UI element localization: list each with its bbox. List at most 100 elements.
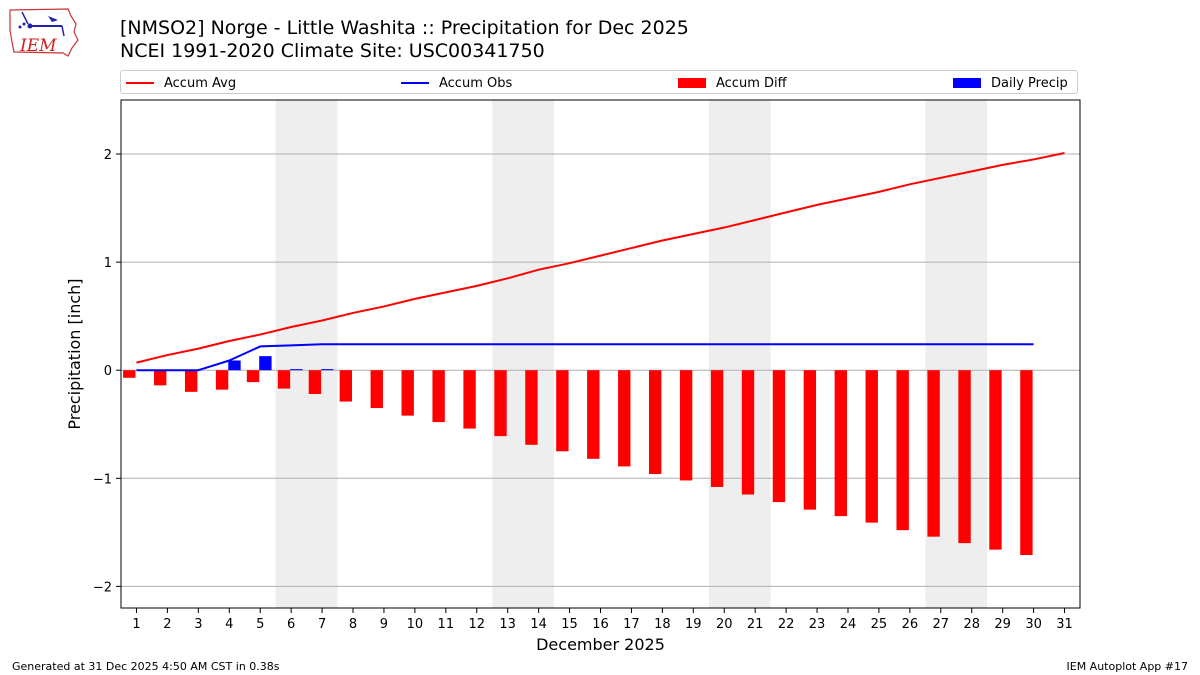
accum-diff-bar [154, 370, 167, 386]
legend-label: Accum Avg [164, 75, 237, 91]
accum-diff-bar [710, 370, 724, 487]
legend-label: Daily Precip [991, 75, 1068, 91]
accum-diff-bar [401, 370, 414, 416]
x-tick-label: 5 [256, 617, 264, 632]
y-tick-label: 0 [104, 364, 112, 379]
accum-diff-bar [277, 370, 291, 389]
legend-item-accum-obs: Accum Obs [401, 74, 512, 92]
accum-diff-bar [772, 370, 786, 503]
accum-diff-bar [432, 370, 445, 423]
accum-diff-bar [896, 370, 909, 531]
accum-obs-line [136, 343, 1034, 372]
x-tick-label: 16 [592, 617, 609, 632]
y-axis-label: Precipitation [inch] [65, 278, 84, 429]
x-tick-label: 24 [840, 617, 857, 632]
legend-swatch [126, 82, 154, 84]
x-tick-label: 27 [933, 617, 950, 632]
x-tick-label: 2 [163, 617, 171, 632]
accum-diff-bar [587, 370, 600, 459]
x-axis-label: December 2025 [536, 635, 665, 654]
accum-diff-bar [834, 370, 847, 517]
y-tick-label: −1 [93, 472, 112, 487]
chart-subtitle: NCEI 1991-2020 Climate Site: USC00341750 [120, 40, 545, 62]
x-tick-label: 17 [623, 617, 640, 632]
daily-precip-bar [321, 369, 334, 371]
x-tick-label: 26 [902, 617, 919, 632]
x-tick-label: 12 [468, 617, 485, 632]
lines [136, 151, 1065, 372]
legend-swatch [953, 78, 981, 88]
accum-diff-bar [123, 370, 136, 378]
accum-diff-bar [618, 370, 631, 467]
y-tick-label: 2 [104, 148, 112, 163]
x-tick-label: 18 [654, 617, 671, 632]
weekend-shade [275, 100, 338, 608]
x-tick-label: 11 [438, 617, 455, 632]
accum-avg-line [136, 151, 1065, 364]
accum-diff-bar [308, 370, 322, 394]
accum-diff-bar [958, 370, 971, 544]
accum-diff-bar [1020, 370, 1033, 556]
x-tick-label: 4 [225, 617, 233, 632]
accum-diff-bar [803, 370, 817, 510]
accum-diff-bar [215, 370, 229, 390]
x-axis-ticks: 1 2 3 4 5 6 7 8 9 10 11 12 13 14 15 16 17 18 19 20 21 22 23 24 2… [132, 608, 1073, 632]
daily-precip-bar [290, 369, 303, 371]
x-tick-label: 6 [287, 617, 295, 632]
x-tick-label: 3 [194, 617, 202, 632]
footer-app-text: IEM Autoplot App #17 [1066, 660, 1189, 673]
x-tick-label: 28 [963, 617, 980, 632]
legend-item-accum-diff: Accum Diff [678, 74, 787, 92]
x-tick-label: 21 [747, 617, 764, 632]
x-tick-label: 19 [685, 617, 702, 632]
x-tick-label: 8 [349, 617, 357, 632]
legend-label: Accum Obs [439, 75, 513, 91]
y-axis-ticks: −2 −1 0 1 2 [93, 148, 121, 595]
accum-diff-bar [927, 370, 940, 537]
y-tick-label: 1 [104, 256, 112, 271]
weekend-shade [708, 100, 771, 608]
daily-precip-bar [259, 356, 272, 371]
accum-diff-bar [556, 370, 569, 452]
x-tick-label: 15 [561, 617, 578, 632]
weekend-shading [275, 100, 988, 608]
weekend-shade [492, 100, 555, 608]
gridlines [121, 153, 1080, 587]
bars [123, 356, 1033, 556]
accum-diff-bar [339, 370, 353, 402]
x-tick-label: 20 [716, 617, 733, 632]
accum-diff-bar [865, 370, 878, 523]
accum-diff-bar [741, 370, 755, 495]
x-tick-label: 10 [407, 617, 424, 632]
x-tick-label: 7 [318, 617, 326, 632]
x-tick-label: 29 [994, 617, 1011, 632]
accum-diff-bar [494, 370, 507, 437]
accum-diff-bar [463, 370, 476, 429]
x-tick-label: 14 [530, 617, 547, 632]
x-tick-label: 9 [380, 617, 388, 632]
x-tick-label: 1 [132, 617, 140, 632]
iowa-state-map-logo-icon: IEM [9, 8, 79, 57]
accum-diff-bar [525, 370, 538, 445]
legend: Accum Avg Accum Obs Accum Diff Daily Pre… [120, 70, 1078, 94]
x-tick-label: 30 [1025, 617, 1042, 632]
accum-diff-bar [989, 370, 1002, 550]
x-tick-label: 31 [1056, 617, 1073, 632]
legend-swatch [401, 82, 429, 84]
accum-diff-bar [184, 370, 198, 392]
iem-logo: IEM [8, 6, 80, 58]
x-tick-label: 22 [778, 617, 795, 632]
accum-diff-bar [648, 370, 662, 474]
legend-item-daily-precip: Daily Precip [953, 74, 1068, 92]
accum-diff-bar [246, 370, 260, 383]
y-tick-label: −2 [93, 580, 112, 595]
legend-item-accum-avg: Accum Avg [126, 74, 236, 92]
accum-diff-bar [679, 370, 693, 481]
daily-precip-bar [228, 360, 241, 371]
legend-label: Accum Diff [716, 75, 787, 91]
x-tick-label: 25 [871, 617, 888, 632]
accum-diff-bar [370, 370, 383, 409]
x-tick-label: 13 [499, 617, 516, 632]
x-tick-label: 23 [809, 617, 826, 632]
